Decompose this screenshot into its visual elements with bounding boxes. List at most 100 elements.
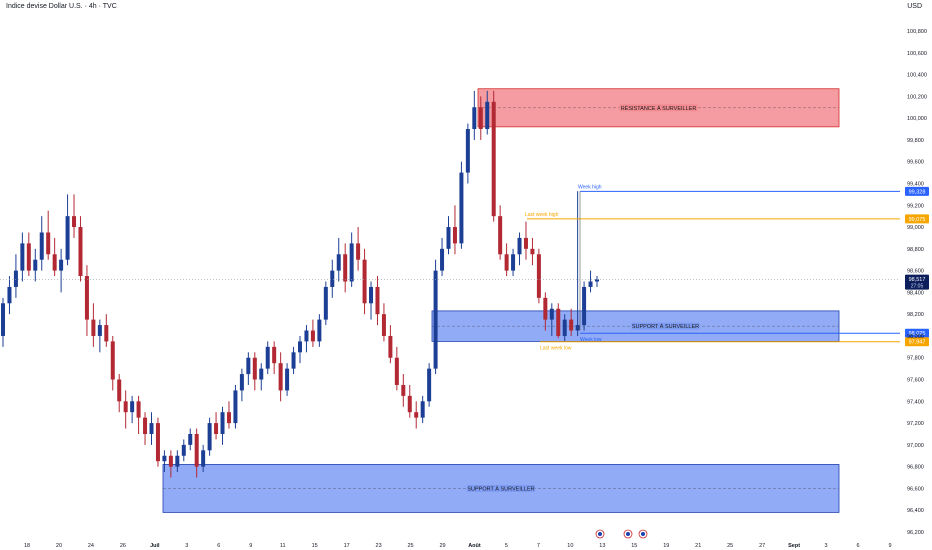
candle-body (46, 232, 51, 255)
candle-body (556, 308, 561, 336)
last-price-tag (905, 274, 929, 290)
candle-body (13, 270, 18, 287)
candle-body (394, 357, 399, 385)
y-tick-label: 97,400 (907, 399, 924, 405)
x-tick-label: 6 (857, 543, 860, 549)
candles-layer (0, 90, 600, 478)
x-tick-label: 15 (312, 543, 318, 549)
candle-body (143, 417, 148, 434)
zones-layer: RÉSISTANCE À SURVEILLER SUPPORT À SURVEIL… (162, 88, 840, 513)
candle-body (252, 357, 257, 380)
candle-body (569, 319, 574, 331)
candle-body (52, 254, 57, 271)
zone-label-bg (467, 484, 535, 492)
y-tick-label: 98,200 (907, 312, 924, 318)
x-tick-label: 9 (249, 543, 252, 549)
price-tag (905, 337, 929, 347)
candle-body (117, 379, 122, 402)
y-tick-label: 99,400 (907, 181, 924, 187)
candle-body (20, 243, 25, 271)
candle-body (272, 346, 277, 364)
candle-body (84, 276, 89, 320)
candle-body (59, 259, 64, 271)
candle-body (511, 254, 516, 271)
y-tick-label: 100,000 (907, 116, 927, 122)
candle-body (575, 325, 580, 331)
candle-body (472, 107, 477, 130)
price-axis[interactable]: 100,800 100,600 100,400 100,200 100,000 99,80… (907, 29, 927, 536)
x-tick-label: 15 (631, 543, 637, 549)
candle-body (194, 433, 199, 467)
x-tick-label: Juil (150, 543, 160, 549)
x-tick-label: 5 (505, 543, 508, 549)
candle-body (543, 297, 548, 320)
x-tick-label: 3 (825, 543, 828, 549)
candle-body (214, 423, 219, 434)
y-tick-label: 99,000 (907, 225, 924, 231)
candle-body (433, 270, 438, 369)
candle-body (65, 216, 70, 260)
zone-label-bg (619, 104, 698, 112)
y-tick-label: 100,600 (907, 51, 927, 57)
y-tick-label: 97,800 (907, 356, 924, 362)
candle-body (349, 243, 354, 282)
candle-body (278, 363, 283, 391)
candle-body (388, 335, 393, 358)
candle-body (401, 384, 406, 396)
candle-body (7, 286, 12, 304)
candle-body (265, 346, 270, 369)
candle-body (291, 352, 296, 369)
level-label: Week low (580, 337, 602, 343)
candle-body (72, 216, 77, 228)
candle-body (523, 237, 528, 249)
price-tag-text: 99,075 (909, 217, 926, 223)
event-markers[interactable] (595, 529, 648, 539)
candle-body (246, 357, 251, 375)
candle-body (491, 101, 496, 217)
candle-body (582, 286, 587, 326)
x-tick-label: 19 (663, 543, 669, 549)
candle-body (356, 243, 361, 260)
candle-body (110, 341, 115, 380)
x-tick-label: 10 (567, 543, 573, 549)
price-tag-text: 97,947 (909, 340, 926, 346)
candle-body (123, 401, 128, 413)
candle-body (330, 270, 335, 287)
candle-body (175, 455, 180, 467)
time-axis[interactable]: 18 20 24 26 Juil 3 6 9 11 15 17 23 25 29 Août 5 7 10 13 15 1… (24, 543, 892, 549)
zone-label: SUPPORT À SURVEILLER (467, 485, 534, 492)
candle-body (149, 423, 154, 434)
candle-body (259, 368, 264, 380)
candle-body (78, 227, 83, 277)
candle-body (414, 412, 419, 418)
candle-body (201, 450, 206, 467)
y-tick-label: 98,400 (907, 290, 924, 296)
y-tick-label: 96,400 (907, 508, 924, 514)
chart-title: Indice devise Dollar U.S. · 4h · TVC (6, 3, 117, 10)
candle-body (407, 395, 412, 413)
candle-body (310, 330, 315, 342)
y-tick-label: 98,600 (907, 269, 924, 275)
candle-body (594, 279, 600, 282)
y-tick-label: 99,800 (907, 138, 924, 144)
candle-body (478, 107, 483, 130)
y-tick-label: 96,600 (907, 486, 924, 492)
x-tick-label: 3 (185, 543, 188, 549)
x-tick-label: 26 (120, 543, 126, 549)
candle-body (162, 455, 167, 462)
y-tick-label: 96,800 (907, 465, 924, 471)
candle-body (549, 308, 554, 320)
candle-body (536, 254, 541, 298)
candle-body (297, 341, 303, 353)
price-tag-text: 99,328 (909, 189, 926, 195)
y-tick-label: 100,800 (907, 29, 927, 35)
x-tick-label: Sept (788, 543, 800, 549)
candle-body (26, 243, 31, 271)
last-price-value: 98,517 (909, 277, 926, 283)
x-tick-label: 20 (56, 543, 62, 549)
candle-body (181, 444, 186, 456)
price-tag (905, 186, 929, 196)
candle-body (459, 172, 464, 244)
us-flag-icon-center (626, 532, 630, 536)
